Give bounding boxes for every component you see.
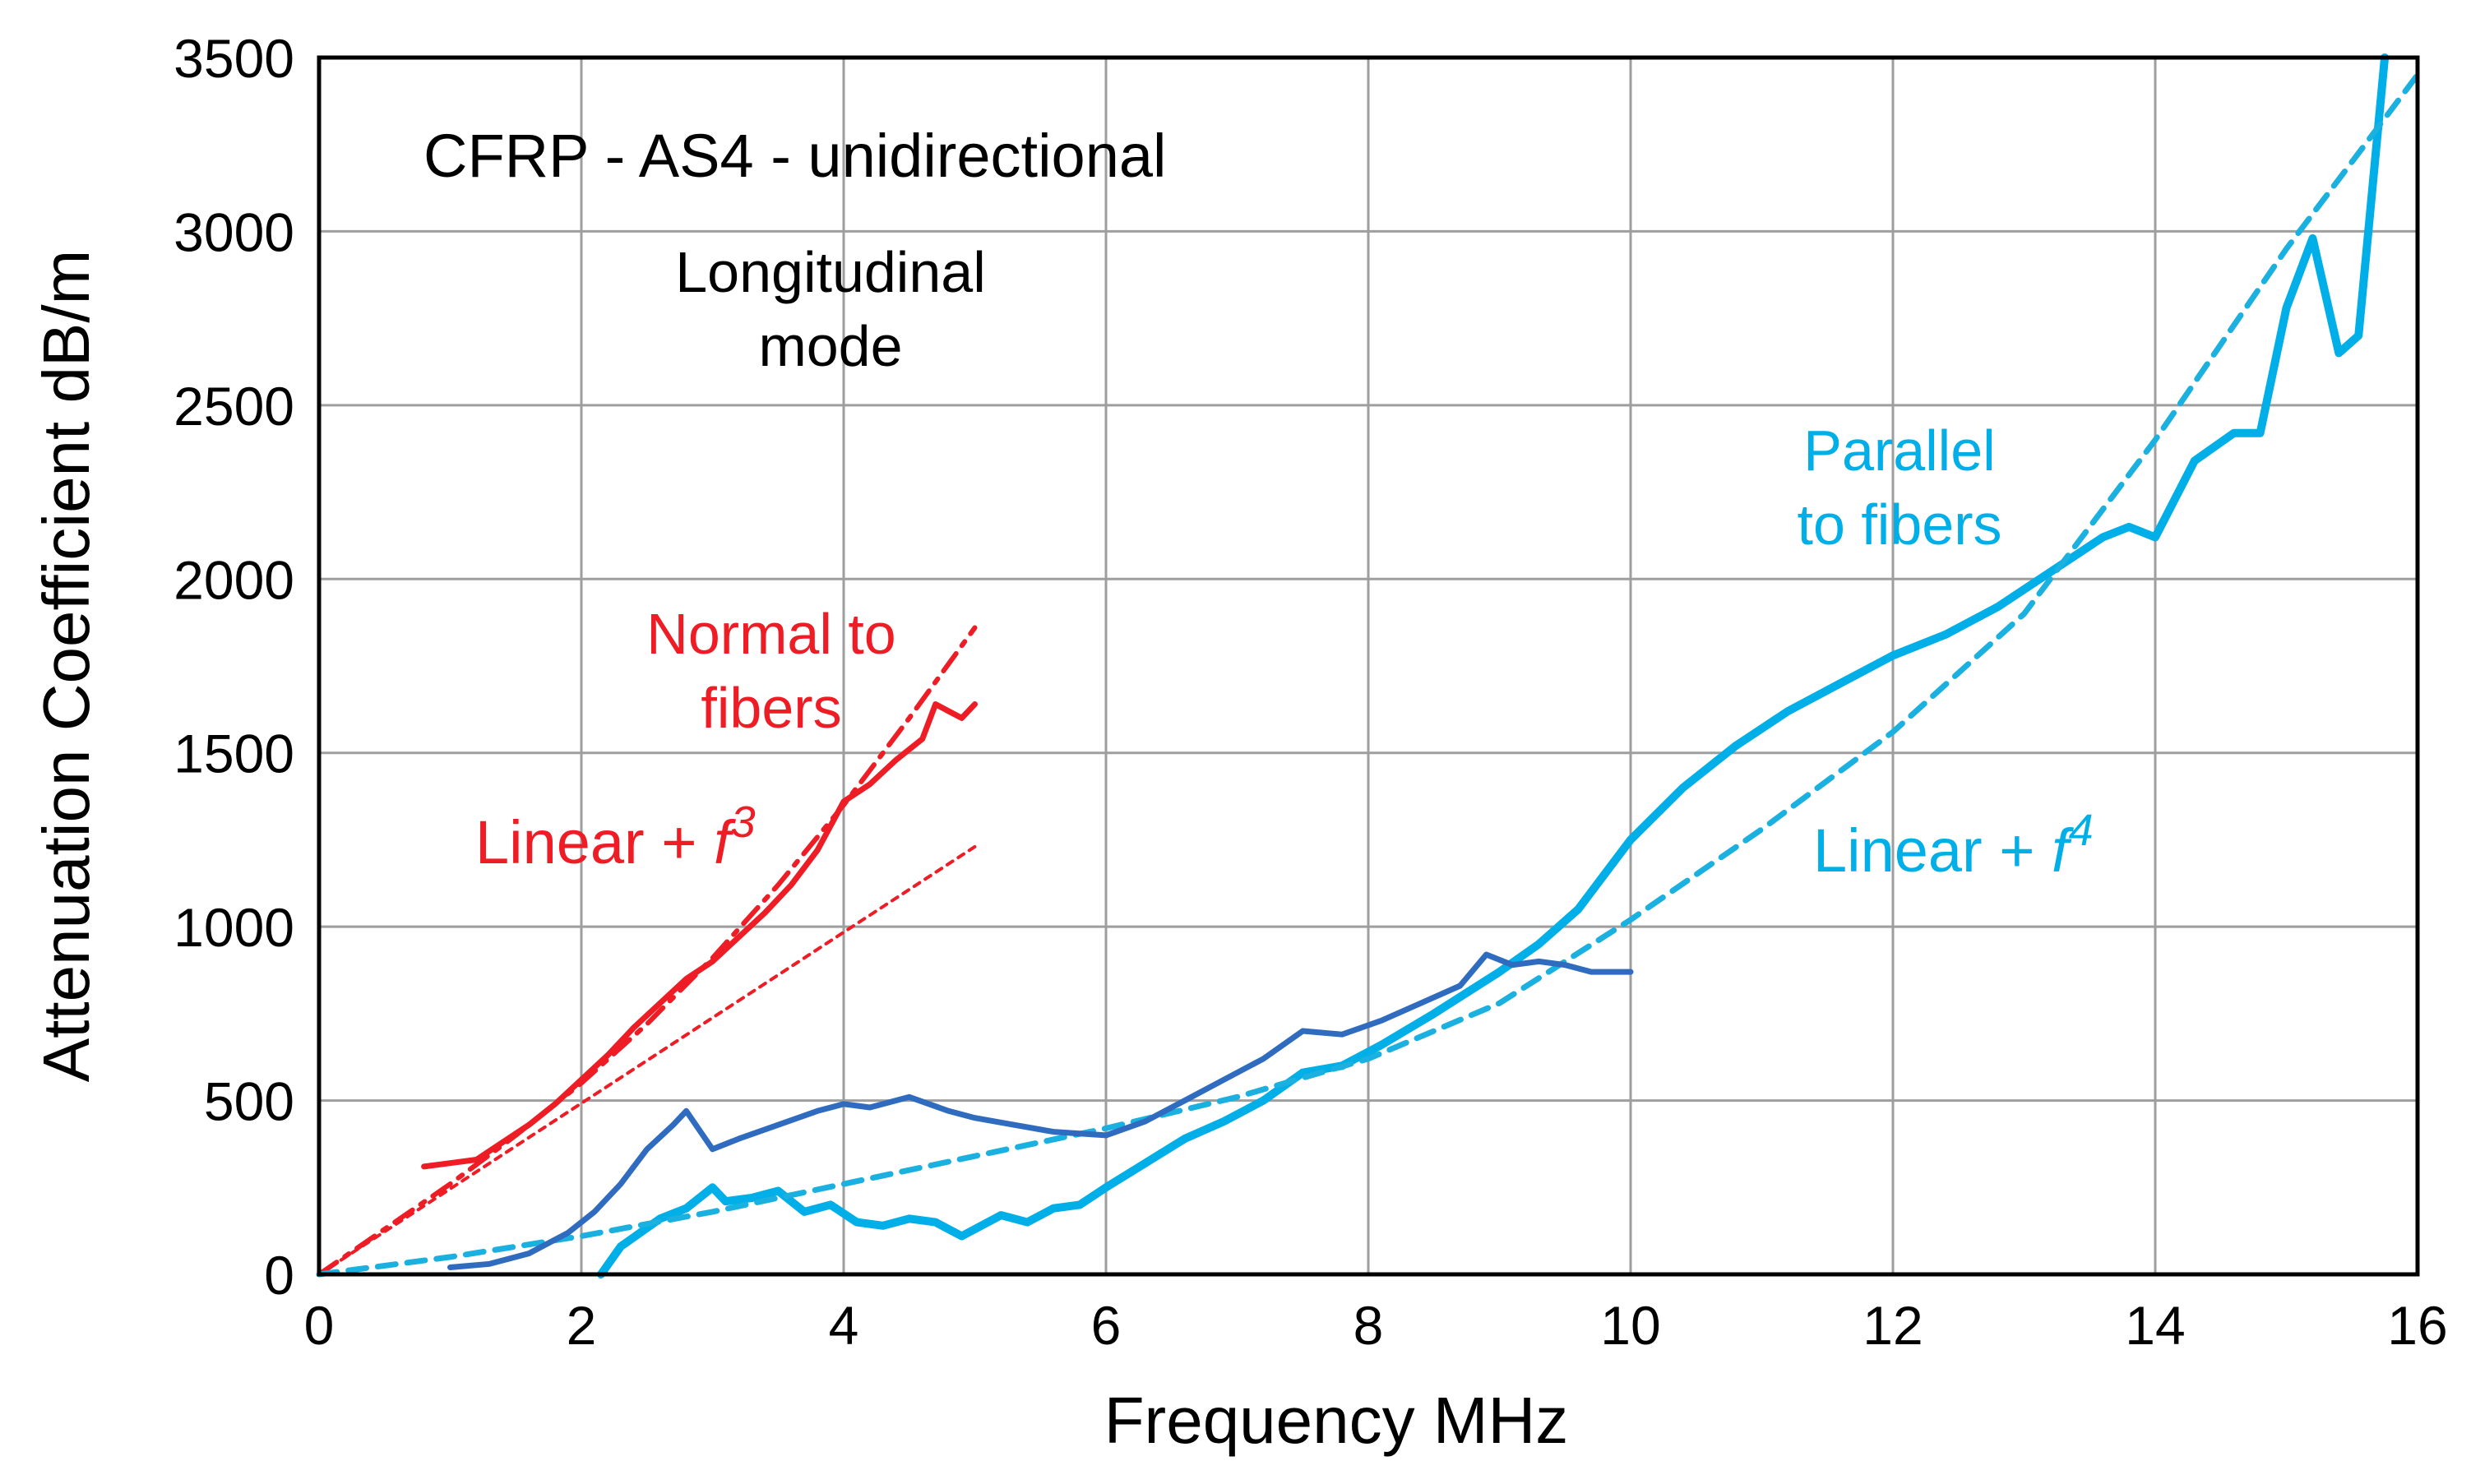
mode-label-line2: mode xyxy=(758,314,902,378)
y-axis-title: Attenuation Coefficient dB/m xyxy=(30,250,103,1082)
parallel-fit-prefix: Linear + xyxy=(1813,816,2052,885)
y-tick-label: 500 xyxy=(204,1071,294,1132)
y-tick-label: 3500 xyxy=(174,28,294,89)
parallel-label-line2: to fibers xyxy=(1798,492,2002,557)
parallel-fit-exp: 4 xyxy=(2069,806,2094,855)
x-tick-label: 6 xyxy=(1091,1295,1122,1356)
x-tick-label: 8 xyxy=(1353,1295,1384,1356)
x-tick-label: 12 xyxy=(1863,1295,1923,1356)
series-line-3 xyxy=(596,53,2390,1278)
normal-fit-label: Linear + f3 xyxy=(475,797,756,876)
normal-label-line2: fibers xyxy=(701,676,841,740)
series-line-1 xyxy=(317,625,978,1277)
y-tick-label: 1500 xyxy=(174,724,294,784)
x-tick-label: 10 xyxy=(1600,1295,1660,1356)
parallel-fit-label: Linear + f4 xyxy=(1813,806,2094,885)
parallel-label-line1: Parallel xyxy=(1803,418,1995,483)
series-line-4 xyxy=(316,72,2421,1278)
y-tick-label: 2500 xyxy=(174,376,294,437)
normal-label-line1: Normal to xyxy=(646,602,895,666)
x-tick-label: 4 xyxy=(829,1295,859,1356)
normal-fit-exp: 3 xyxy=(731,797,756,847)
x-tick-label: 2 xyxy=(567,1295,597,1356)
y-tick-label: 0 xyxy=(264,1245,294,1306)
y-tick-label: 1000 xyxy=(174,897,294,958)
series-line-2 xyxy=(317,844,977,1276)
y-tick-label: 3000 xyxy=(174,201,294,262)
plot-frame xyxy=(317,55,2420,1277)
mode-label-line1: Longitudinal xyxy=(675,240,986,304)
series-line-5 xyxy=(447,951,1634,1270)
x-axis-title: Frequency MHz xyxy=(1104,1384,1569,1457)
chart-title: CFRP - AS4 - unidirectional xyxy=(423,122,1166,190)
series-layer xyxy=(316,53,2421,1278)
normal-fit-prefix: Linear + xyxy=(475,808,714,876)
x-tick-label: 16 xyxy=(2387,1295,2447,1356)
tick-labels: 0 2 4 6 8 10 12 14 16 0 500 1000 1500 2000 2500 3000 350… xyxy=(174,28,2448,1356)
y-tick-label: 2000 xyxy=(174,549,294,610)
grid xyxy=(319,58,2418,1274)
x-tick-label: 14 xyxy=(2125,1295,2185,1356)
x-tick-label: 0 xyxy=(304,1295,335,1356)
